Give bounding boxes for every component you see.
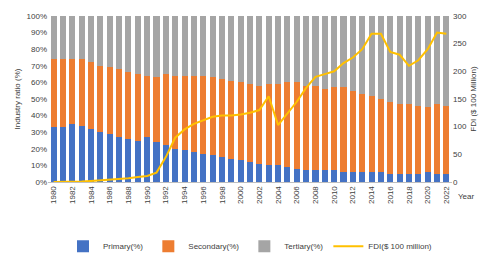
svg-text:1984: 1984 — [87, 186, 96, 204]
svg-text:1988: 1988 — [124, 186, 133, 204]
svg-text:100%: 100% — [27, 12, 47, 21]
svg-text:70%: 70% — [31, 62, 47, 71]
svg-text:1990: 1990 — [143, 186, 152, 204]
svg-text:1996: 1996 — [199, 186, 208, 204]
svg-text:250: 250 — [453, 39, 467, 48]
svg-text:2004: 2004 — [274, 186, 283, 204]
svg-text:60%: 60% — [31, 78, 47, 87]
svg-text:2008: 2008 — [311, 186, 320, 204]
svg-text:1992: 1992 — [161, 186, 170, 204]
svg-text:200: 200 — [453, 67, 467, 76]
svg-text:150: 150 — [453, 95, 467, 104]
svg-text:100: 100 — [453, 122, 467, 131]
svg-text:FDI($ 100 million): FDI($ 100 million) — [368, 242, 431, 251]
svg-text:2000: 2000 — [236, 186, 245, 204]
svg-text:80%: 80% — [31, 45, 47, 54]
svg-text:50: 50 — [453, 150, 462, 159]
svg-text:0: 0 — [453, 178, 458, 187]
svg-text:1980: 1980 — [49, 186, 58, 204]
svg-text:90%: 90% — [31, 28, 47, 37]
svg-text:300: 300 — [453, 12, 467, 21]
svg-text:Industry ratio (%): Industry ratio (%) — [13, 68, 22, 129]
svg-text:10%: 10% — [31, 161, 47, 170]
svg-text:1982: 1982 — [68, 186, 77, 204]
svg-text:2010: 2010 — [330, 186, 339, 204]
svg-text:2014: 2014 — [367, 186, 376, 204]
svg-text:0%: 0% — [35, 178, 47, 187]
svg-text:30%: 30% — [31, 128, 47, 137]
svg-text:Year: Year — [458, 192, 475, 201]
svg-text:FDI ($ 100 Million): FDI ($ 100 Million) — [469, 66, 478, 132]
svg-text:2020: 2020 — [423, 186, 432, 204]
svg-text:1998: 1998 — [218, 186, 227, 204]
svg-text:2022: 2022 — [442, 186, 451, 204]
svg-text:2012: 2012 — [348, 186, 357, 204]
svg-text:1994: 1994 — [180, 186, 189, 204]
svg-text:2002: 2002 — [255, 186, 264, 204]
svg-text:2016: 2016 — [386, 186, 395, 204]
svg-text:2006: 2006 — [292, 186, 301, 204]
svg-text:Primary(%): Primary(%) — [103, 242, 143, 251]
svg-text:2018: 2018 — [405, 186, 414, 204]
svg-text:Secondary(%): Secondary(%) — [188, 242, 239, 251]
svg-text:20%: 20% — [31, 145, 47, 154]
svg-text:40%: 40% — [31, 111, 47, 120]
svg-text:Tertiary(%): Tertiary(%) — [284, 242, 323, 251]
svg-text:1986: 1986 — [105, 186, 114, 204]
svg-text:50%: 50% — [31, 95, 47, 104]
